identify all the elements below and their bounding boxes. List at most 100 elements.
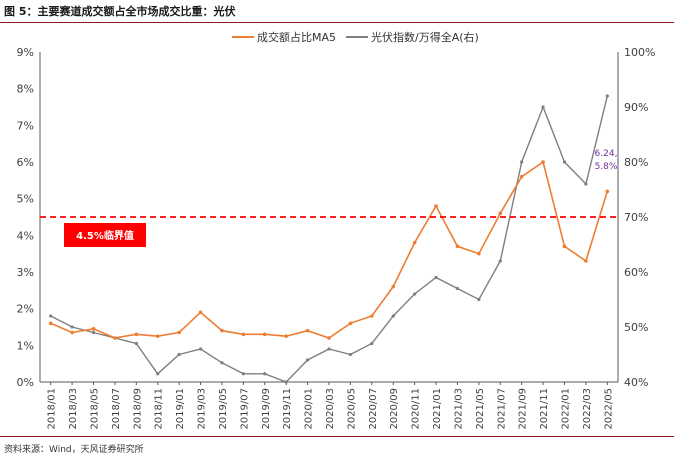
x-tick-label: 2019/09 xyxy=(261,388,272,430)
series1-point xyxy=(370,314,374,318)
right-tick-label: 100% xyxy=(624,46,655,59)
x-tick-label: 2021/01 xyxy=(432,388,443,430)
x-tick-label: 2018/07 xyxy=(111,388,122,430)
annotation-text: 5.8% xyxy=(595,162,618,172)
series2-point xyxy=(241,372,245,376)
series1-point xyxy=(91,327,96,331)
series1-point xyxy=(48,321,53,326)
x-tick-label: 2018/11 xyxy=(154,388,165,430)
series2-point xyxy=(413,292,417,296)
right-tick-label: 60% xyxy=(624,266,648,279)
series2-point xyxy=(156,372,160,376)
series1-point xyxy=(455,244,460,249)
series1-point xyxy=(262,332,267,337)
x-tick-label: 2019/11 xyxy=(282,388,293,430)
left-tick-label: 7% xyxy=(17,119,34,132)
series2-point xyxy=(520,160,524,164)
x-tick-label: 2020/05 xyxy=(346,388,357,430)
series2-point xyxy=(70,325,74,329)
x-tick-label: 2022/01 xyxy=(560,388,571,430)
left-tick-label: 3% xyxy=(17,266,34,279)
series2-point xyxy=(263,372,267,376)
right-tick-label: 90% xyxy=(624,101,648,114)
x-tick-label: 2022/05 xyxy=(603,388,614,430)
figure-title: 图 5：主要赛道成交额占全市场成交比重：光伏 xyxy=(4,5,236,18)
series1-point xyxy=(113,336,117,340)
threshold-label-box xyxy=(64,223,146,247)
left-tick-label: 8% xyxy=(17,83,34,96)
x-tick-label: 2020/11 xyxy=(411,388,422,430)
left-tick-label: 1% xyxy=(17,339,34,352)
series1-point xyxy=(477,251,481,256)
x-tick-label: 2018/05 xyxy=(90,388,101,430)
series2-point xyxy=(327,347,331,351)
series1-point xyxy=(327,336,331,340)
series2-point xyxy=(305,358,310,362)
series1-point xyxy=(348,321,353,326)
annotation-text: 6.24, xyxy=(595,149,618,159)
series2-point xyxy=(220,361,224,365)
series2-point xyxy=(198,347,203,351)
x-tick-label: 2019/03 xyxy=(197,388,208,430)
series1-point xyxy=(134,332,139,337)
series1-point xyxy=(155,334,160,338)
left-tick-label: 5% xyxy=(17,193,34,206)
series2-point xyxy=(49,314,53,318)
series2-point xyxy=(348,352,353,357)
series1-point xyxy=(498,211,503,216)
x-tick-label: 2021/09 xyxy=(518,388,529,430)
series2-point xyxy=(562,160,567,164)
series1-point xyxy=(584,259,588,263)
right-tick-label: 40% xyxy=(624,376,648,389)
series1-point xyxy=(605,189,610,194)
series1-point xyxy=(284,334,288,338)
chart-canvas: 0% 1% 2% 3% 4% 5% 6% 7% 8% 9% 40% 50% 60% 70% 80% 90% 10… xyxy=(17,30,656,430)
series1-point xyxy=(241,332,246,337)
x-tick-label: 2021/07 xyxy=(496,388,507,430)
series2-point xyxy=(370,341,374,346)
series2-point xyxy=(541,105,545,109)
series1-point xyxy=(434,204,438,208)
left-tick-label: 4% xyxy=(17,229,34,242)
left-tick-label: 6% xyxy=(17,156,34,169)
series1-point xyxy=(391,284,396,289)
series1-point xyxy=(541,160,545,164)
series-line-turnover-share-ma5 xyxy=(50,160,609,339)
series2-point xyxy=(134,341,138,346)
series2-point xyxy=(177,352,181,357)
series2-point xyxy=(584,182,588,186)
x-tick-label: 2018/01 xyxy=(47,388,58,430)
x-tick-label: 2019/01 xyxy=(175,388,186,430)
x-tick-label: 2021/11 xyxy=(539,388,550,430)
source-rule xyxy=(0,436,674,437)
x-tick-label: 2021/03 xyxy=(453,388,464,430)
series1-point xyxy=(177,330,181,335)
x-tick-label: 2019/07 xyxy=(239,388,250,430)
threshold-label: 4.5%临界值 xyxy=(76,229,134,242)
series2-point xyxy=(605,94,609,98)
x-tick-label: 2021/05 xyxy=(475,388,486,430)
series2-point xyxy=(434,275,438,280)
legend-label-series2: 光伏指数/万得全A(右) xyxy=(371,30,479,44)
right-tick-label: 80% xyxy=(624,156,648,169)
series1-point xyxy=(412,240,417,245)
left-tick-label: 9% xyxy=(17,46,34,59)
x-tick-label: 2020/01 xyxy=(304,388,315,430)
series2-point xyxy=(284,380,288,384)
x-tick-label: 2020/07 xyxy=(368,388,379,430)
series1-point xyxy=(519,174,524,179)
left-tick-label: 2% xyxy=(17,303,34,316)
x-tick-label: 2020/09 xyxy=(389,388,400,430)
series2-point xyxy=(455,286,460,291)
x-tick-label: 2018/03 xyxy=(68,388,79,430)
series1-point xyxy=(220,328,224,333)
legend-label-series1: 成交额占比MA5 xyxy=(257,30,336,44)
x-tick-label: 2019/05 xyxy=(218,388,229,430)
series2-point xyxy=(91,330,96,335)
series1-point xyxy=(198,310,203,315)
right-tick-label: 50% xyxy=(624,321,648,334)
x-tick-label: 2020/03 xyxy=(325,388,336,430)
series1-point xyxy=(70,330,74,335)
series2-point xyxy=(498,259,502,263)
series2-point xyxy=(391,314,395,318)
